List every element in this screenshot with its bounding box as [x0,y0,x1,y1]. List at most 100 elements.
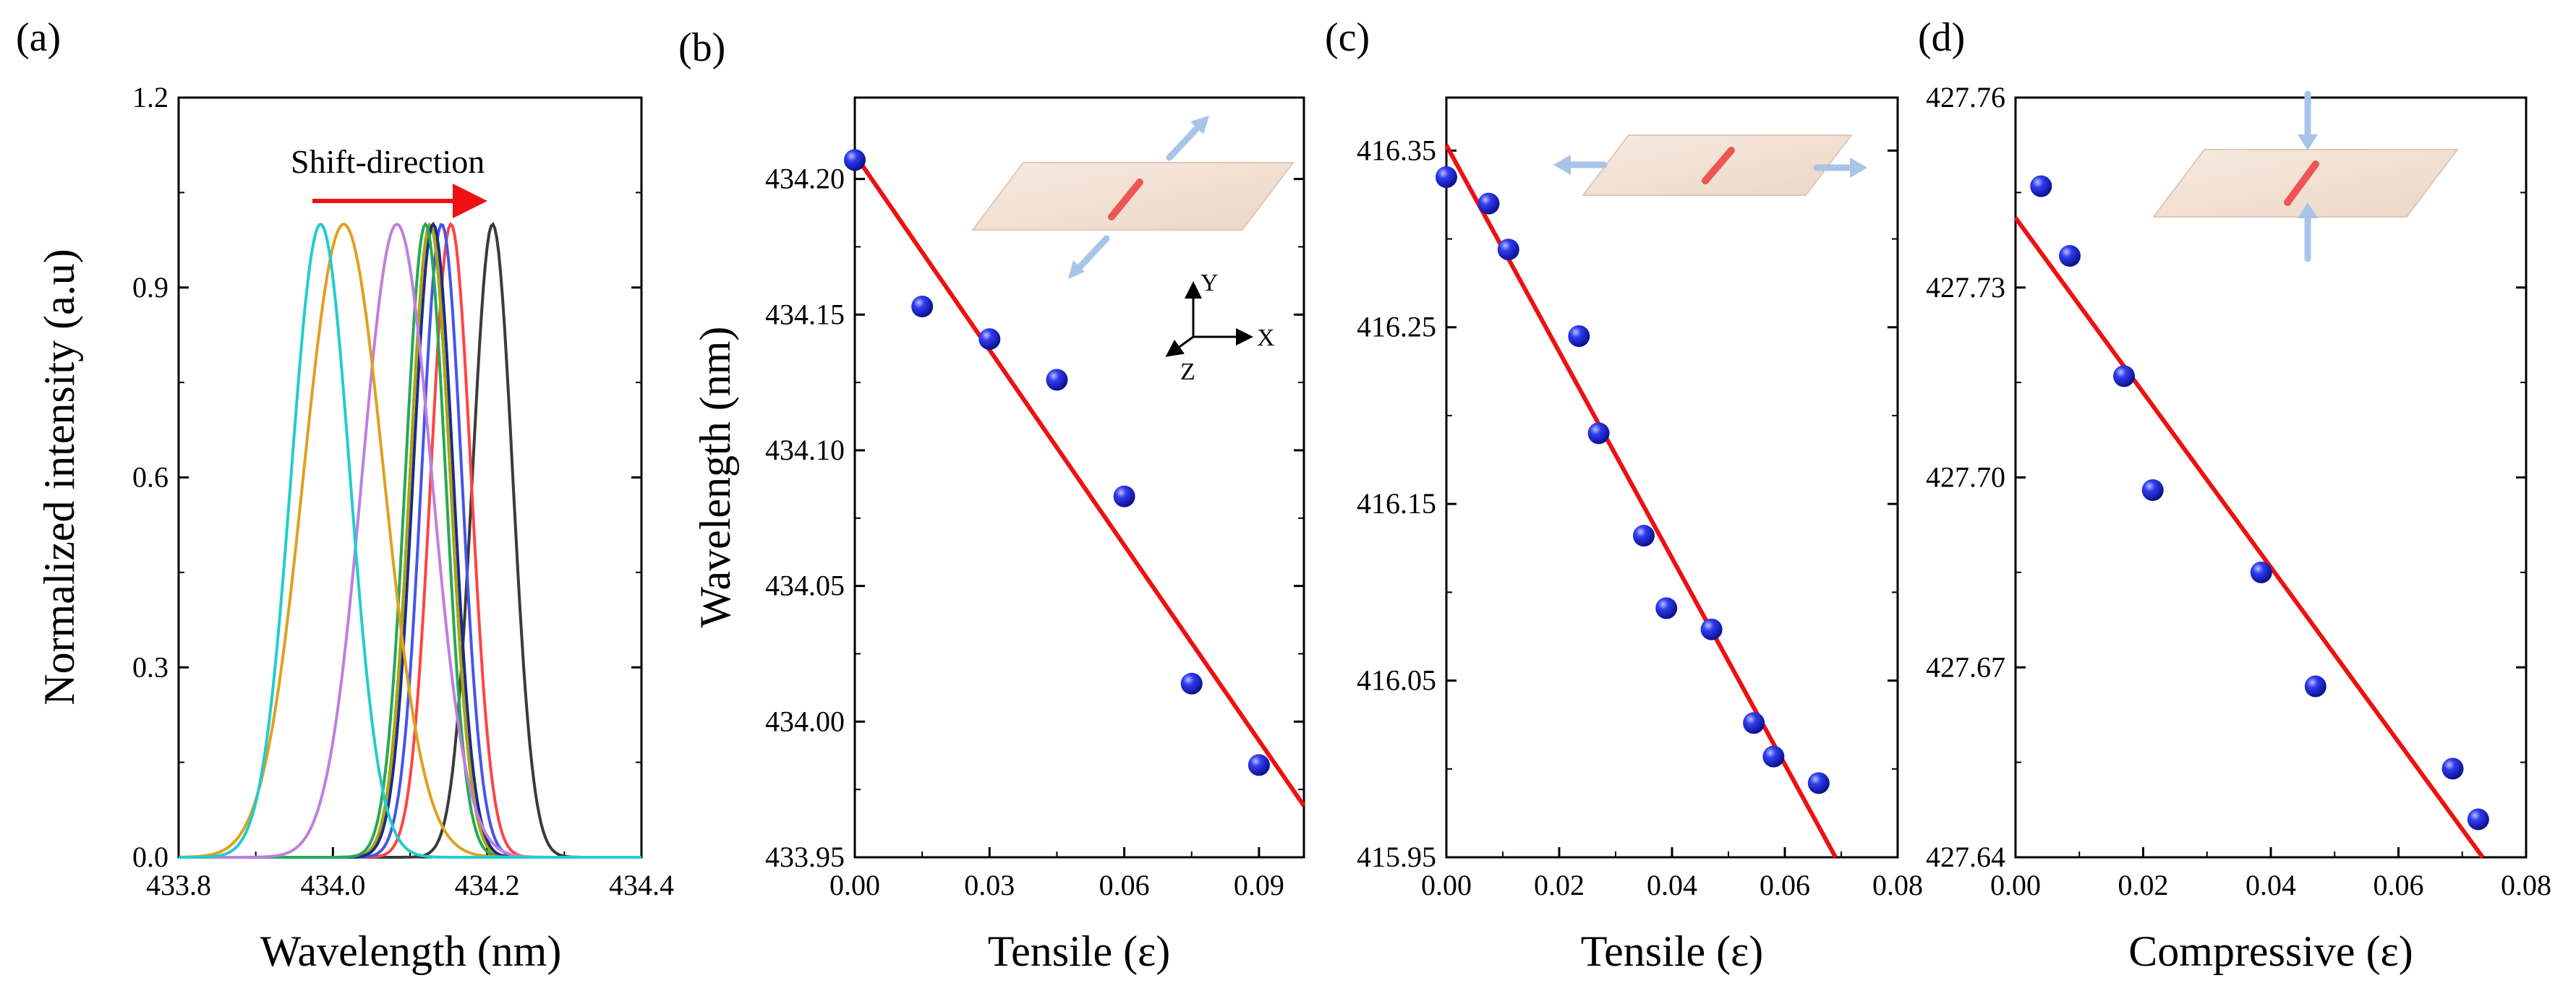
data-point [1587,422,1610,445]
y-tick-label: 416.35 [1357,134,1436,166]
data-point [2441,758,2464,780]
microwire-c [1702,147,1735,184]
microwire-d [2284,160,2319,206]
data-point [1477,192,1500,215]
plot-frame-b [853,96,1305,859]
data-point [1113,485,1135,507]
x-tick-label: 0.02 [1534,869,1585,901]
x-tick-label: 0.04 [1647,869,1697,901]
strain-arrowhead-up-d [2298,202,2318,218]
strain-schematic-c [1553,134,1867,196]
x-tick-label: 0.04 [2246,869,2296,901]
microwire-b [1108,179,1143,220]
panel-d: 0.00 0.02 0.04 0.06 0.08 427.64 427.67 427.70 42… [1926,81,2551,975]
fit-b [853,153,1306,807]
data-point [2304,675,2326,698]
strain-arrowhead-up-b [1190,116,1209,134]
data-point [2030,175,2052,197]
strain-arrowhead-right-c [1850,158,1867,178]
strain-arrowhead-left-c [1553,155,1571,175]
x-tick-label: 0.08 [1872,869,1923,901]
spectrum-curve-navy [179,221,641,859]
axis-y-label-b: Y [1200,270,1219,296]
y-tick-label: 416.25 [1357,311,1436,343]
ticks-a: 433.8 434.0 434.2 434.4 0.0 0.3 0.6 0.9 1.2 [132,81,674,901]
points-b [844,149,1270,776]
data-point [2059,244,2081,267]
data-point [1633,525,1655,547]
axis-z-label-b: Z [1180,359,1195,385]
ticks-d: 0.00 0.02 0.04 0.06 0.08 427.64 427.67 427.70 42… [1926,81,2551,901]
strain-schematic-b [971,116,1295,279]
data-point [1568,325,1590,347]
points-d [2030,175,2489,831]
ticks-c: 0.00 0.02 0.04 0.06 0.08 415.95 416.05 416.15 41… [1357,134,1923,901]
x-tick-label: 0.06 [2374,869,2424,901]
strain-arrowhead-down-b [1068,260,1085,279]
panel-label-d: (d) [1918,15,1965,60]
plot-frame-c [1445,96,1899,859]
data-point [911,296,934,318]
data-point [1046,369,1068,391]
data-point [1807,772,1830,794]
y-tick-label: 427.70 [1926,461,2005,494]
y-tick-label: 434.20 [765,163,845,195]
data-point [1436,166,1457,188]
y-tick-label: 416.05 [1357,664,1436,697]
x-tick-label: 433.8 [146,869,211,901]
spectrum-curve-cyan [179,223,641,859]
data-point [1248,754,1270,776]
x-axis-title-d: Compressive (ε) [2128,927,2413,975]
panel-a: 433.8 434.0 434.2 434.4 0.0 0.3 0.6 0.9 1.2 Shif… [35,81,674,975]
data-point [1180,672,1203,695]
data-point [844,149,866,171]
axis-x-label-b: X [1257,325,1275,351]
y-tick-label: 427.76 [1926,81,2005,113]
data-point [1655,597,1678,619]
y-tick-label: 0.3 [132,651,169,683]
points-c [1436,166,1830,794]
linear-fit-line [1444,144,1838,859]
x-tick-label: 434.0 [300,869,365,901]
y-axis-title-b: Wavelength (nm) [691,327,739,628]
x-tick-label: 0.08 [2501,869,2551,901]
data-point [2113,365,2136,387]
data-point [1497,239,1519,261]
x-tick-label: 0.02 [2118,869,2169,901]
x-axis-title-a: Wavelength (nm) [260,927,562,975]
data-point [2141,479,2164,502]
y-tick-label: 433.95 [765,841,845,873]
x-tick-label: 434.4 [609,869,674,901]
x-tick-label: 0.03 [964,869,1015,901]
coordinate-axes-b: Y X Z [1165,270,1275,385]
x-axis-title-b: Tensile (ε) [988,927,1171,975]
data-point [2250,561,2272,583]
x-tick-label: 0.09 [1234,869,1284,901]
x-tick-label: 0.06 [1760,869,1810,901]
x-tick-label: 0.00 [1990,869,2041,901]
linear-fit-line [853,153,1306,807]
y-tick-label: 434.05 [765,570,845,602]
data-point [2467,808,2489,831]
x-tick-label: 0.00 [829,869,880,901]
ticks-b: 0.00 0.03 0.06 0.09 433.95 434.00 434.05 434.10… [765,163,1304,901]
strain-arrowhead-down-d [2298,134,2318,150]
data-point [1700,618,1723,640]
y-tick-label: 427.67 [1926,651,2005,683]
y-tick-label: 434.15 [765,298,845,330]
curves-a [179,221,641,859]
y-tick-label: 434.00 [765,705,845,737]
y-tick-label: 434.10 [765,434,845,466]
y-tick-label: 415.95 [1357,841,1436,873]
y-tick-label: 0.0 [132,841,169,873]
linear-fit-line [2013,216,2485,859]
y-tick-label: 416.15 [1357,487,1436,520]
y-tick-label: 1.2 [132,81,169,113]
x-tick-label: 0.06 [1099,869,1150,901]
y-tick-label: 0.9 [132,271,169,304]
panel-label-b: (b) [678,25,725,70]
x-tick-label: 0.00 [1421,869,1472,901]
y-tick-label: 427.73 [1926,271,2005,304]
fit-d [2013,216,2485,859]
